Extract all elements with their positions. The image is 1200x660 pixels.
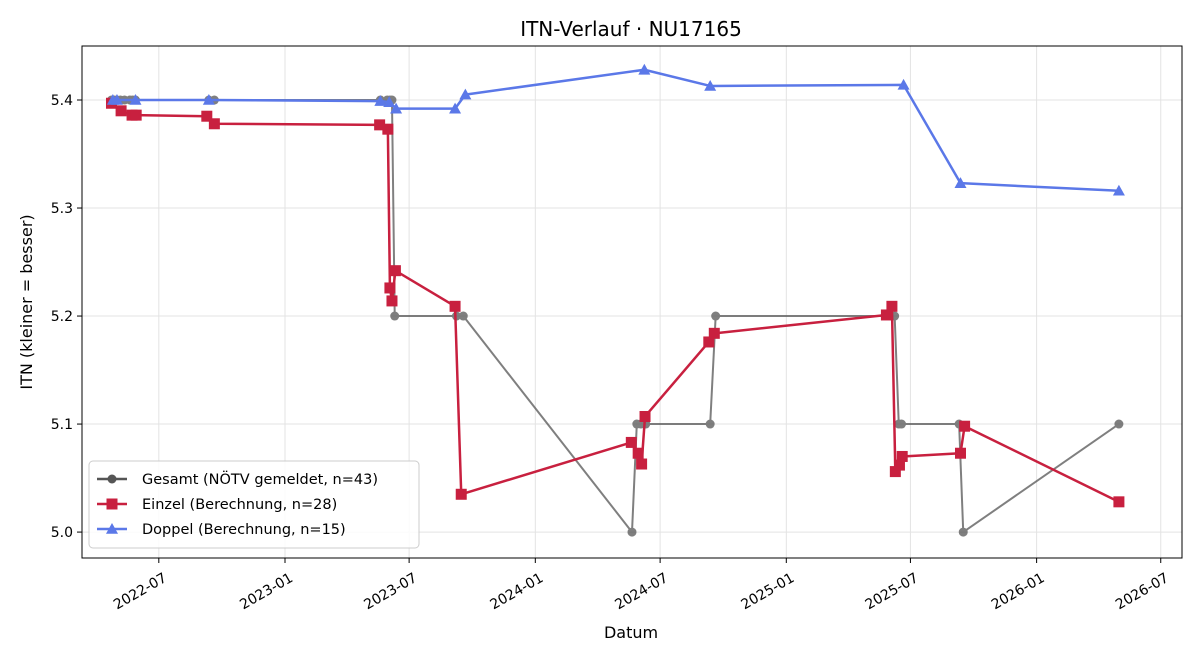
plot-frame <box>81 45 1183 559</box>
data-point-doppel <box>390 102 403 114</box>
data-point-doppel <box>638 63 651 75</box>
data-point-einzel <box>625 436 637 448</box>
data-point-einzel <box>449 300 461 312</box>
legend-marker-einzel <box>106 498 118 510</box>
legend-label: Gesamt (NÖTV gemeldet, n=43) <box>142 470 378 488</box>
x-tick-label: 2022-07 <box>111 570 170 613</box>
legend-item-doppel: Doppel (Berechnung, n=15) <box>97 522 346 538</box>
y-tick-label: 5.0 <box>51 525 73 541</box>
chart-title: ITN-Verlauf · NU17165 <box>520 17 742 41</box>
data-point-einzel <box>382 123 394 135</box>
data-point-einzel <box>455 488 467 500</box>
data-point-einzel <box>893 459 905 471</box>
y-tick-label: 5.2 <box>51 309 73 325</box>
x-tick-label: 2024-01 <box>488 570 547 613</box>
x-tick-label: 2026-07 <box>1113 570 1172 613</box>
x-tick-label: 2025-07 <box>863 570 922 613</box>
x-tick-label: 2026-01 <box>989 570 1048 613</box>
series-einzel <box>105 97 1125 508</box>
y-tick-label: 5.3 <box>51 201 73 217</box>
legend-label: Einzel (Berechnung, n=28) <box>142 497 337 513</box>
data-point-einzel <box>130 109 142 121</box>
data-point-doppel <box>897 78 910 90</box>
y-tick-label: 5.1 <box>51 417 73 433</box>
x-tick-label: 2024-07 <box>612 570 671 613</box>
data-point-gesamt <box>627 527 637 537</box>
data-point-doppel <box>459 88 472 100</box>
legend-item-gesamt: Gesamt (NÖTV gemeldet, n=43) <box>97 470 378 488</box>
series-line-einzel <box>110 102 1120 503</box>
data-point-einzel <box>384 282 396 294</box>
data-point-doppel <box>1112 184 1125 196</box>
series-doppel <box>106 63 1125 196</box>
data-point-doppel <box>129 94 142 105</box>
grid-layer <box>82 46 1182 558</box>
x-tick-label: 2025-01 <box>739 570 798 613</box>
legend-frame <box>88 460 420 549</box>
legend-marker-gesamt <box>107 474 117 484</box>
legend-label: Doppel (Berechnung, n=15) <box>142 522 346 538</box>
x-tick-label: 2023-07 <box>361 570 420 613</box>
data-point-einzel <box>1113 496 1125 508</box>
data-point-einzel <box>896 450 908 462</box>
x-axis-label: Datum <box>604 623 658 642</box>
data-point-doppel <box>374 95 387 106</box>
data-point-einzel <box>208 118 220 130</box>
series-line-doppel <box>112 68 1119 192</box>
data-point-gesamt <box>458 311 468 321</box>
y-tick-label: 5.4 <box>51 93 73 109</box>
data-point-einzel <box>639 410 651 422</box>
data-point-einzel <box>201 110 213 122</box>
data-point-einzel <box>703 336 715 348</box>
data-point-doppel <box>383 96 396 107</box>
data-point-einzel <box>959 420 971 432</box>
data-point-einzel <box>115 105 127 117</box>
y-axis-label: ITN (kleiner = besser) <box>17 214 36 389</box>
data-point-gesamt <box>711 311 721 321</box>
data-point-gesamt <box>1114 419 1124 429</box>
data-point-einzel <box>708 327 720 339</box>
data-point-doppel <box>202 94 215 105</box>
data-point-gesamt <box>390 311 400 321</box>
x-tick-label: 2023-01 <box>237 570 296 613</box>
data-point-einzel <box>880 309 892 321</box>
data-point-doppel <box>449 102 462 114</box>
data-point-einzel <box>374 119 386 131</box>
data-point-gesamt <box>958 527 968 537</box>
data-point-einzel <box>889 466 901 478</box>
data-point-einzel <box>389 265 401 277</box>
data-point-einzel <box>386 295 398 307</box>
data-point-einzel <box>886 300 898 312</box>
data-point-gesamt <box>897 419 907 429</box>
legend-item-einzel: Einzel (Berechnung, n=28) <box>97 497 337 513</box>
data-point-gesamt <box>705 419 715 429</box>
data-point-einzel <box>954 447 966 459</box>
data-point-doppel <box>110 94 123 105</box>
data-point-doppel <box>704 79 717 91</box>
data-point-einzel <box>636 458 648 470</box>
data-point-einzel <box>632 447 644 459</box>
data-point-doppel <box>954 177 967 188</box>
legend: Gesamt (NÖTV gemeldet, n=43) Einzel (Bere… <box>88 460 420 549</box>
legend-marker-doppel <box>106 523 118 534</box>
series-layer <box>105 63 1125 537</box>
